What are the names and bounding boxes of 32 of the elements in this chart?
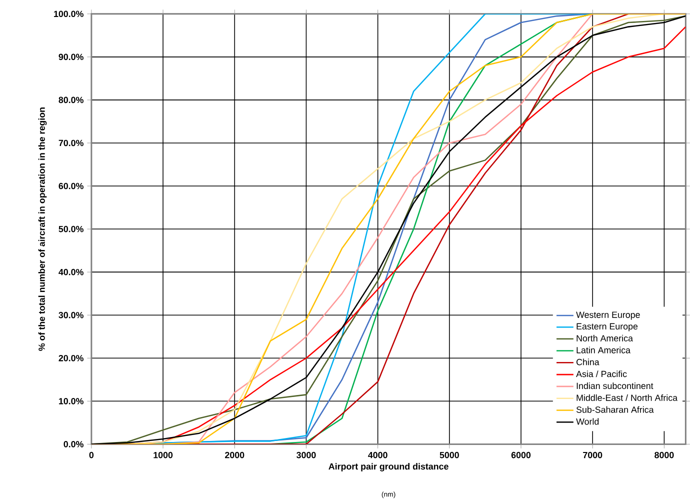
legend-label: Latin America <box>576 346 631 354</box>
y-tick-label: 80.0% <box>58 96 84 104</box>
legend-label: Asia / Pacific <box>576 370 627 378</box>
legend-label: China <box>576 358 600 366</box>
y-tick-label: 50.0% <box>58 226 84 232</box>
legend-label: North America <box>576 334 633 342</box>
x-tick-label: 8000 <box>654 452 674 458</box>
y-tick-label: 40.0% <box>58 269 84 276</box>
x-axis-title: Airport pair ground distance <box>328 463 448 472</box>
x-tick-label: 6000 <box>511 452 531 458</box>
legend-label: World <box>576 418 599 425</box>
legend-label: Middle-East / North Africa <box>576 394 678 402</box>
legend-label: Indian subcontinent <box>576 382 654 390</box>
y-tick-label: 20.0% <box>58 355 84 362</box>
y-tick-label: 10.0% <box>59 398 84 404</box>
x-tick-label: 4000 <box>368 452 388 458</box>
x-tick-label: 7000 <box>583 452 602 458</box>
x-tick-label: 0 <box>89 452 94 458</box>
x-tick-label: 2000 <box>225 452 244 458</box>
legend-label: Sub-Saharan Africa <box>576 406 654 413</box>
x-tick-label: 1000 <box>154 452 173 458</box>
y-tick-label: 70.0% <box>58 140 84 146</box>
x-tick-label: 5000 <box>440 452 459 458</box>
y-tick-label: 30.0% <box>58 312 84 318</box>
legend-label: Eastern Europe <box>576 323 638 332</box>
y-tick-label: 90.0% <box>58 54 84 60</box>
y-tick-label: 60.0% <box>58 182 84 190</box>
y-tick-label: 0.0% <box>64 441 84 448</box>
legend-label: Western Europe <box>576 312 640 320</box>
y-tick-label: 100.0% <box>54 10 84 18</box>
y-axis-title: % of the total number of aircraft in operation in the region <box>38 108 47 351</box>
x-tick-label: 3000 <box>296 452 316 458</box>
